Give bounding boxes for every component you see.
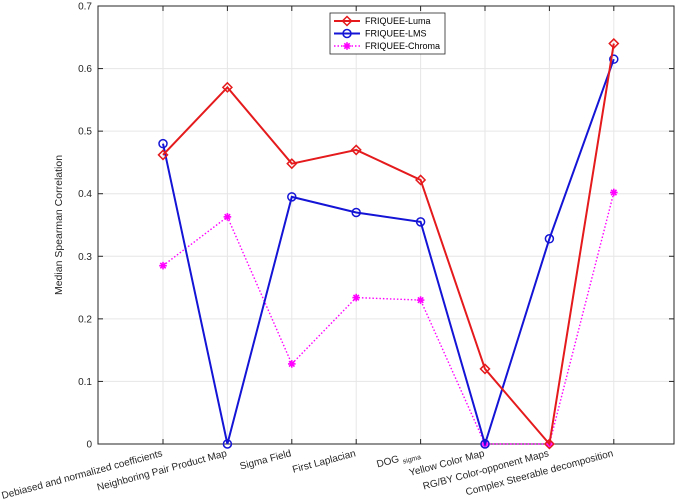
- x-tick-label-text: Sigma Field: [239, 448, 293, 472]
- legend-label: FRIQUEE-Luma: [365, 16, 431, 26]
- data-point-friquee-lms: [609, 54, 619, 64]
- data-point-friquee-chroma: [288, 360, 296, 368]
- data-point-friquee-lms: [351, 207, 361, 218]
- data-point-friquee-lms: [415, 217, 426, 227]
- legend-label: FRIQUEE-Chroma: [365, 41, 440, 51]
- data-point-friquee-chroma: [610, 188, 618, 197]
- y-tick-label: 0.5: [78, 127, 92, 138]
- data-point-friquee-luma: [157, 149, 169, 161]
- series-line-friquee-lms: [162, 58, 615, 448]
- y-tick-label: 0.2: [78, 314, 92, 325]
- y-axis-ticks: 0 0.1 0.2 0.3 0.4 0.5 0.6 0.7: [78, 2, 674, 451]
- legend-item-friquee-chroma: FRIQUEE-Chroma: [334, 41, 440, 51]
- data-point-friquee-lms: [480, 439, 490, 449]
- x-axis-ticks: Debiased and normalized coefficientsNeig…: [1, 6, 615, 502]
- data-point-friquee-chroma: [159, 261, 167, 270]
- data-point-friquee-chroma: [223, 213, 232, 221]
- series-friquee-lms: [158, 54, 619, 449]
- y-tick-label: 0.7: [78, 2, 92, 13]
- x-tick-label: Sigma Field: [239, 448, 293, 472]
- data-point-friquee-lms: [158, 138, 168, 149]
- legend-item-friquee-luma: FRIQUEE-Luma: [334, 15, 431, 27]
- legend-swatch-marker: [341, 15, 353, 27]
- series-friquee-luma: [157, 37, 620, 450]
- data-point-friquee-lms: [222, 439, 233, 449]
- y-tick-label: 0.4: [78, 189, 92, 200]
- legend-item-friquee-lms: FRIQUEE-LMS: [334, 29, 427, 39]
- y-tick-label: 0.3: [78, 252, 92, 263]
- x-tick-label-subscript: sigma: [402, 454, 422, 466]
- series-group: [157, 37, 620, 450]
- legend-swatch-marker: [343, 42, 351, 50]
- series-line-friquee-luma: [162, 43, 615, 447]
- data-point-friquee-lms: [287, 192, 297, 202]
- series-line-friquee-chroma: [162, 192, 615, 445]
- axes: [97, 5, 675, 445]
- data-point-friquee-chroma: [352, 293, 360, 302]
- data-point-friquee-luma: [608, 37, 620, 50]
- y-tick-label: 0.1: [78, 377, 92, 388]
- y-axis-title: Median Spearman Correlation: [53, 155, 65, 295]
- legend-swatch-marker: [342, 28, 352, 39]
- data-point-friquee-luma: [350, 144, 362, 156]
- x-tick-label-text: First Laplacian: [291, 448, 357, 475]
- legend: FRIQUEE-Luma FRIQUEE-LMS FRIQUEE-Chroma: [329, 12, 446, 55]
- y-tick-label: 0.6: [78, 64, 92, 75]
- x-tick-label: First Laplacian: [291, 448, 357, 475]
- series-friquee-chroma: [159, 188, 618, 448]
- data-point-friquee-luma: [221, 81, 233, 93]
- x-tick-label-text: DOG: [376, 454, 401, 471]
- data-point-friquee-luma: [415, 174, 427, 186]
- data-point-friquee-luma: [286, 158, 298, 170]
- data-point-friquee-lms: [544, 234, 555, 244]
- y-tick-label: 0: [86, 440, 92, 451]
- data-point-friquee-luma: [479, 363, 491, 375]
- data-point-friquee-chroma: [416, 296, 425, 304]
- plot-frame: [97, 5, 675, 445]
- data-point-friquee-luma: [543, 438, 555, 450]
- grid: [98, 5, 674, 445]
- legend-label: FRIQUEE-LMS: [365, 29, 427, 39]
